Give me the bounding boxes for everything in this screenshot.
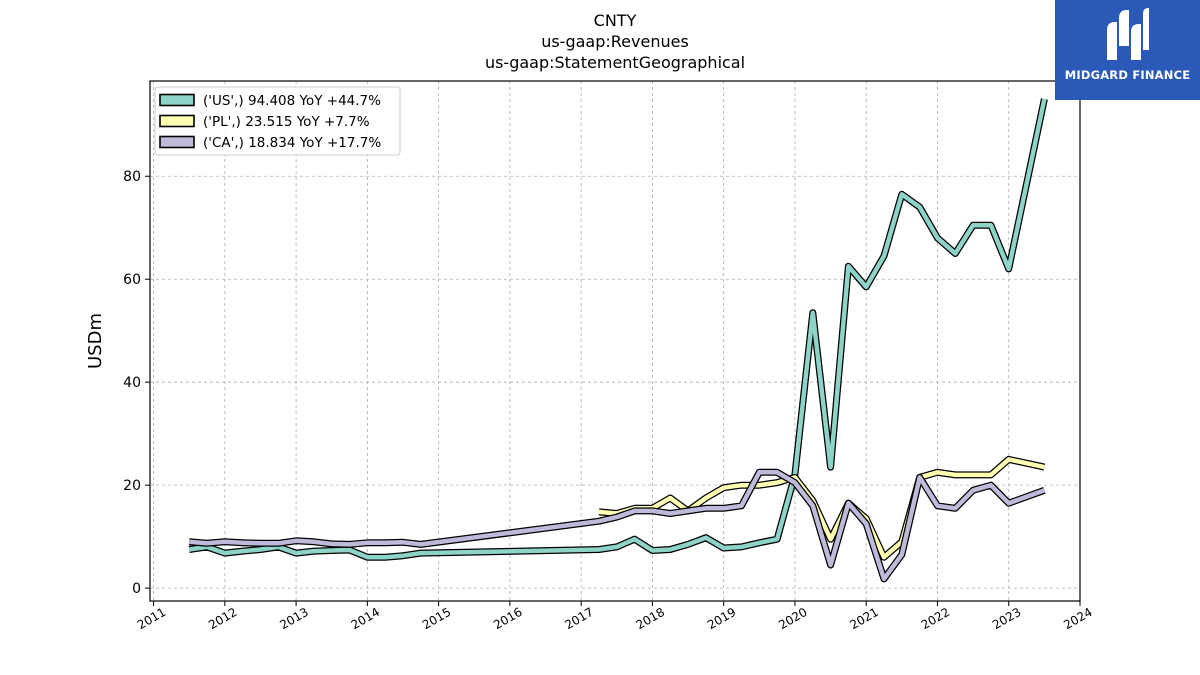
x-tick-label: 2012 bbox=[206, 605, 239, 632]
x-tick-label: 2021 bbox=[847, 605, 880, 632]
x-tick-label: 2018 bbox=[634, 605, 667, 632]
x-tick-label: 2022 bbox=[919, 605, 952, 632]
y-tick-label: 40 bbox=[123, 375, 141, 391]
y-tick-label: 60 bbox=[123, 272, 141, 288]
y-tick-label: 80 bbox=[123, 169, 141, 185]
legend-swatch-0 bbox=[159, 93, 195, 107]
legend-swatch-1 bbox=[159, 114, 195, 128]
x-tick-label: 2015 bbox=[420, 605, 453, 632]
legend-label-2: ('CA',) 18.834 YoY +17.7% bbox=[203, 135, 381, 151]
plot-frame bbox=[149, 80, 1081, 602]
legend-label-0: ('US',) 94.408 YoY +44.7% bbox=[203, 93, 381, 109]
x-tick-label: 2019 bbox=[705, 605, 738, 632]
x-tick-label: 2023 bbox=[990, 605, 1023, 632]
legend-swatch-2 bbox=[159, 135, 195, 149]
grid bbox=[150, 81, 1081, 601]
legend-label-1: ('PL',) 23.515 YoY +7.7% bbox=[203, 114, 370, 130]
brand-name: MIDGARD FINANCE bbox=[1064, 68, 1191, 82]
x-tick-label: 2020 bbox=[776, 605, 809, 632]
midgard-logo-icon bbox=[1107, 8, 1149, 60]
y-axis-ticks: 0 20 40 60 80 bbox=[123, 169, 150, 597]
series-lines bbox=[188, 98, 1048, 583]
x-tick-label: 2016 bbox=[491, 605, 524, 632]
x-tick-label: 2011 bbox=[135, 605, 168, 632]
legend: ('US',) 94.408 YoY +44.7% ('PL',) 23.515 … bbox=[154, 86, 401, 156]
y-axis-label: USDm bbox=[85, 313, 106, 369]
x-tick-label: 2013 bbox=[277, 605, 310, 632]
chart-subtitle-2: us-gaap:StatementGeographical bbox=[485, 53, 745, 72]
chart-title: CNTY bbox=[594, 11, 637, 30]
brand-logo: MIDGARD FINANCE bbox=[1055, 0, 1200, 100]
x-tick-label: 2014 bbox=[349, 605, 382, 632]
legend-box bbox=[154, 86, 401, 156]
x-axis-ticks: 2011 2012 2013 2014 2015 2016 2017 2018 2019 2020… bbox=[135, 601, 1095, 632]
x-tick-label: 2024 bbox=[1061, 605, 1094, 632]
y-tick-label: 0 bbox=[132, 581, 141, 597]
y-tick-label: 20 bbox=[123, 478, 141, 494]
x-tick-label: 2017 bbox=[562, 605, 595, 632]
series-line-2 bbox=[189, 470, 1046, 582]
chart-subtitle-1: us-gaap:Revenues bbox=[541, 32, 689, 51]
